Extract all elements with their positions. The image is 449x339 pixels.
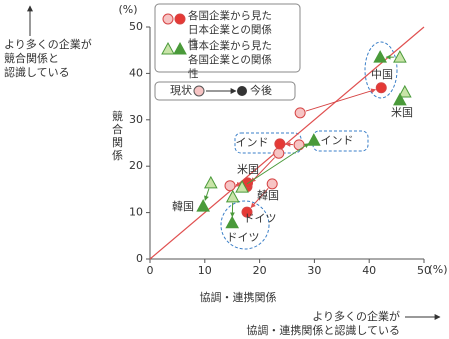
legend-marker: [161, 41, 175, 55]
y-tick-label: 20: [129, 159, 143, 172]
point-future: [375, 82, 387, 94]
legend-label: 各国企業から見た日本企業との関係性: [188, 10, 272, 50]
annotation: 韓国: [172, 200, 194, 213]
annotation: インド: [236, 136, 269, 149]
y-note: 競合関係と: [4, 51, 59, 65]
point-future: [196, 199, 210, 212]
annotation: ドイツ: [227, 231, 260, 244]
point-current: [224, 180, 236, 192]
y-axis-label: 競合関係: [112, 110, 123, 162]
phase-label: 現状: [170, 83, 192, 97]
point-current: [393, 50, 407, 63]
x-tick-label: 40: [362, 264, 376, 277]
x-tick-label: 20: [253, 264, 267, 277]
x-note: 協調・連携関係と認識している: [246, 323, 400, 337]
x-tick-label: 30: [307, 264, 321, 277]
point-future: [307, 133, 321, 146]
y-note: 認識している: [4, 65, 70, 79]
point-future: [274, 138, 286, 150]
y-tick-label: 40: [129, 66, 143, 79]
x-tick-label: 10: [198, 264, 212, 277]
x-axis-label: 協調・連携関係: [200, 290, 277, 304]
phase-marker: [193, 85, 205, 97]
legend-box: [154, 3, 301, 73]
legend-marker: [174, 13, 186, 25]
legend-label: 日本企業から見た各国企業との関係性: [188, 40, 272, 80]
legend-marker: [162, 13, 174, 25]
y-tick-label: 50: [129, 20, 143, 33]
annotation: 韓国: [257, 189, 279, 202]
phase-marker: [237, 86, 247, 96]
change-arrow: [246, 143, 310, 185]
change-arrow: [250, 187, 269, 209]
x-tick-label: 0: [147, 264, 154, 277]
y-tick-label: 0: [136, 252, 143, 265]
point-current: [235, 180, 249, 193]
point-current: [397, 84, 412, 98]
point-current: [225, 189, 240, 203]
annotation: 中国: [371, 68, 393, 81]
point-current: [203, 175, 218, 189]
annotation: 米国: [237, 163, 259, 176]
y-unit: (%): [118, 3, 137, 16]
change-arrow: [204, 188, 210, 201]
annotation: 米国: [391, 106, 413, 119]
y-note: より多くの企業が: [4, 37, 92, 51]
y-tick-label: 30: [129, 113, 143, 126]
point-current: [293, 139, 305, 151]
y-tick-label: 10: [129, 206, 143, 219]
x-unit: (%): [428, 263, 447, 276]
point-current: [266, 178, 278, 190]
legend-marker: [173, 41, 187, 55]
point-future: [241, 206, 253, 218]
point-current: [294, 107, 306, 119]
point-future: [373, 50, 388, 63]
germany-ellipse: [220, 200, 270, 250]
phase-label: 今後: [250, 83, 272, 97]
point-future: [393, 92, 407, 106]
x-tick-label: 50: [417, 264, 431, 277]
x-note: より多くの企業が: [312, 309, 400, 323]
change-arrow: [305, 88, 377, 112]
annotation: インド: [321, 134, 354, 147]
china-ellipse: [364, 41, 398, 99]
annotation: ドイツ: [244, 212, 277, 225]
point-future: [225, 215, 240, 229]
point-current: [273, 147, 285, 159]
